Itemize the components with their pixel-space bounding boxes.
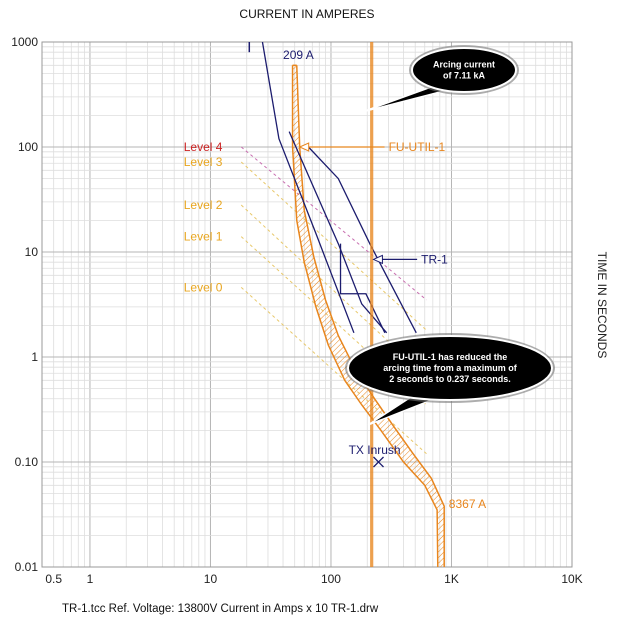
fuse-min-melt-curve — [291, 65, 439, 568]
y-tick-label: 1000 — [11, 35, 38, 49]
arcing-current-lines — [370, 42, 374, 567]
callout-line: Arcing current — [433, 60, 495, 70]
level-label: Level 1 — [184, 230, 223, 244]
y-tick-label: 10 — [25, 245, 39, 259]
callout-ellipse — [411, 47, 517, 93]
y-tick-label: 0.10 — [15, 455, 39, 469]
level-label: Level 0 — [184, 280, 223, 294]
label-tx-inrush: TX Inrush — [349, 443, 401, 457]
label-fu-util-1: FU-UTIL-1 — [389, 140, 446, 154]
level-label: Level 4 — [184, 140, 223, 154]
x-tick-label: 1 — [87, 572, 94, 586]
y-tick-label: 100 — [18, 140, 38, 154]
annotations: 209 A FU-UTIL-1 TR-1 TX Inrush 8367 A — [283, 48, 486, 511]
tr1-curve — [261, 41, 355, 334]
callout-line: FU-UTIL-1 has reduced the — [393, 352, 508, 362]
tr1-curve — [288, 131, 388, 334]
level-label: Level 2 — [184, 198, 223, 212]
x-tick-labels: 0.5 1 10 100 1K 10K — [45, 572, 582, 586]
label-209a: 209 A — [283, 48, 314, 62]
level-label: Level 3 — [184, 155, 223, 169]
tr1-curve — [307, 146, 417, 334]
tx-inrush-marker — [373, 456, 384, 468]
y-axis-title: TIME IN SECONDS — [595, 252, 609, 359]
level-line — [240, 161, 427, 331]
callout-ellipse — [347, 335, 553, 401]
chart-footer: TR-1.tcc Ref. Voltage: 13800V Current in… — [62, 603, 379, 615]
y-tick-label: 1 — [31, 350, 38, 364]
callout-line: 2 seconds to 0.237 seconds. — [389, 374, 511, 384]
fu-util-arrow — [298, 142, 310, 152]
plot-frame — [41, 41, 573, 568]
level-line — [240, 146, 427, 301]
callout-line: arcing time from a maximum of — [383, 363, 518, 373]
x-tick-label: 100 — [321, 572, 341, 586]
callout-line: of 7.11 kA — [443, 71, 486, 81]
tr1-curves — [248, 41, 417, 334]
fuse-band-fill — [292, 65, 445, 567]
x-tick-label: 10K — [561, 572, 582, 586]
x-tick-label: 1K — [444, 572, 459, 586]
tr1-curve — [339, 243, 386, 334]
chart-title: CURRENT IN AMPERES — [239, 7, 374, 21]
y-tick-labels: 1000 100 10 1 0.10 0.01 — [11, 35, 38, 574]
tr1-arrow — [372, 254, 383, 265]
label-8367a: 8367 A — [449, 497, 486, 511]
y-tick-label: 0.01 — [15, 560, 39, 574]
label-tr-1: TR-1 — [421, 252, 448, 266]
grid — [41, 42, 573, 568]
x-tick-label: 0.5 — [45, 572, 62, 586]
x-tick-label: 10 — [204, 572, 218, 586]
